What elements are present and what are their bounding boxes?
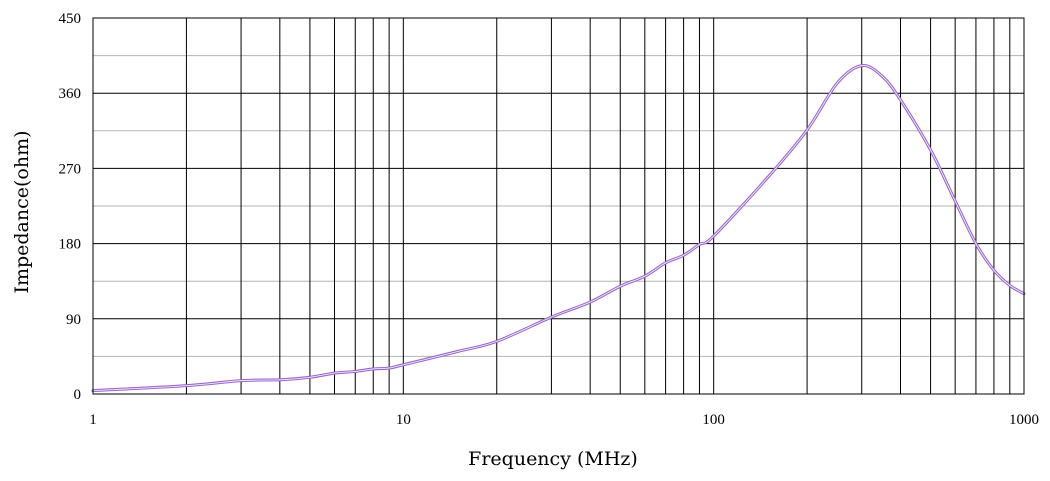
- plot-frame: [92, 17, 1025, 395]
- x-tick-label: 1: [89, 412, 97, 428]
- y-tick-label: 450: [59, 11, 82, 27]
- x-axis-title: Frequency (MHz): [468, 448, 638, 470]
- y-tick-labels: 0 90 180 270 360 450: [59, 11, 82, 403]
- x-tick-label: 100: [702, 412, 725, 428]
- series-layer: [91, 64, 1026, 393]
- y-tick-label: 270: [59, 161, 82, 177]
- x-tick-label: 1000: [1009, 412, 1039, 428]
- y-axis-title: Impedance(ohm): [11, 130, 33, 293]
- y-tick-label: 90: [66, 312, 81, 328]
- major-gridlines: [93, 18, 1024, 394]
- x-tick-labels: 1 10 100 1000: [89, 412, 1039, 428]
- x-tick-label: 10: [396, 412, 411, 428]
- minor-gridlines: [93, 55, 1024, 357]
- y-tick-label: 0: [74, 387, 82, 403]
- y-tick-label: 180: [59, 237, 82, 253]
- y-tick-label: 360: [59, 86, 82, 102]
- series-line-highlight: [92, 65, 1025, 392]
